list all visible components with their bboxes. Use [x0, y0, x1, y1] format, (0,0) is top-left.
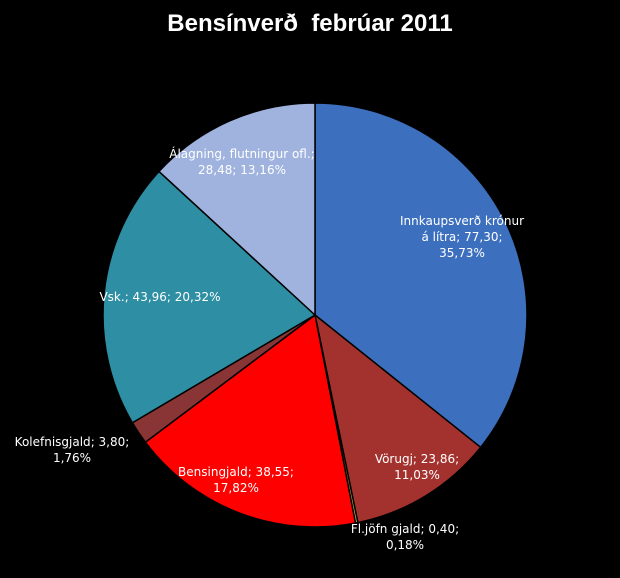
category: Álagning, flutningur ofl.	[169, 147, 311, 161]
value-label: ; 23,86; 11,03%	[394, 452, 460, 482]
category: Vörugj	[374, 452, 413, 466]
value-label: ; 28,48; 13,16%	[198, 147, 315, 177]
pie-slice	[313, 313, 482, 524]
category: Kolefnisgjald	[14, 435, 91, 449]
value-label: ; 0,40; 0,18%	[385, 522, 460, 552]
category: Vsk.	[99, 290, 125, 304]
slice-label: Vsk.; 43,96; 20,32%	[75, 289, 245, 305]
slice-label: Bensingjald; 38,55; 17,82%	[166, 464, 306, 496]
pie-slice	[314, 102, 528, 449]
pie-slice	[157, 102, 316, 317]
value-label: ; 3,80; 1,76%	[52, 435, 130, 465]
chart-title: Bensínverð febrúar 2011	[167, 10, 453, 37]
slice-label: Fl.jöfn gjald; 0,40; 0,18%	[350, 521, 460, 553]
category: Innkaupsverð krónur á lítra	[400, 214, 524, 244]
slice-label: Álagning, flutningur ofl.; 28,48; 13,16%	[167, 146, 317, 178]
pie-slice	[102, 170, 317, 424]
value-label: ; 38,55; 17,82%	[213, 465, 294, 495]
value-label: ; 77,30; 35,73%	[439, 230, 503, 260]
slice-label: Innkaupsverð krónur á lítra; 77,30; 35,7…	[397, 213, 527, 261]
pie-slice	[144, 313, 357, 528]
value-label: ; 43,96; 20,32%	[124, 290, 221, 304]
category: Fl.jöfn gjald	[350, 522, 421, 536]
slice-label: Vörugj; 23,86; 11,03%	[362, 451, 472, 483]
category: Bensingjald	[178, 465, 248, 479]
slice-label: Kolefnisgjald; 3,80; 1,76%	[12, 434, 132, 466]
